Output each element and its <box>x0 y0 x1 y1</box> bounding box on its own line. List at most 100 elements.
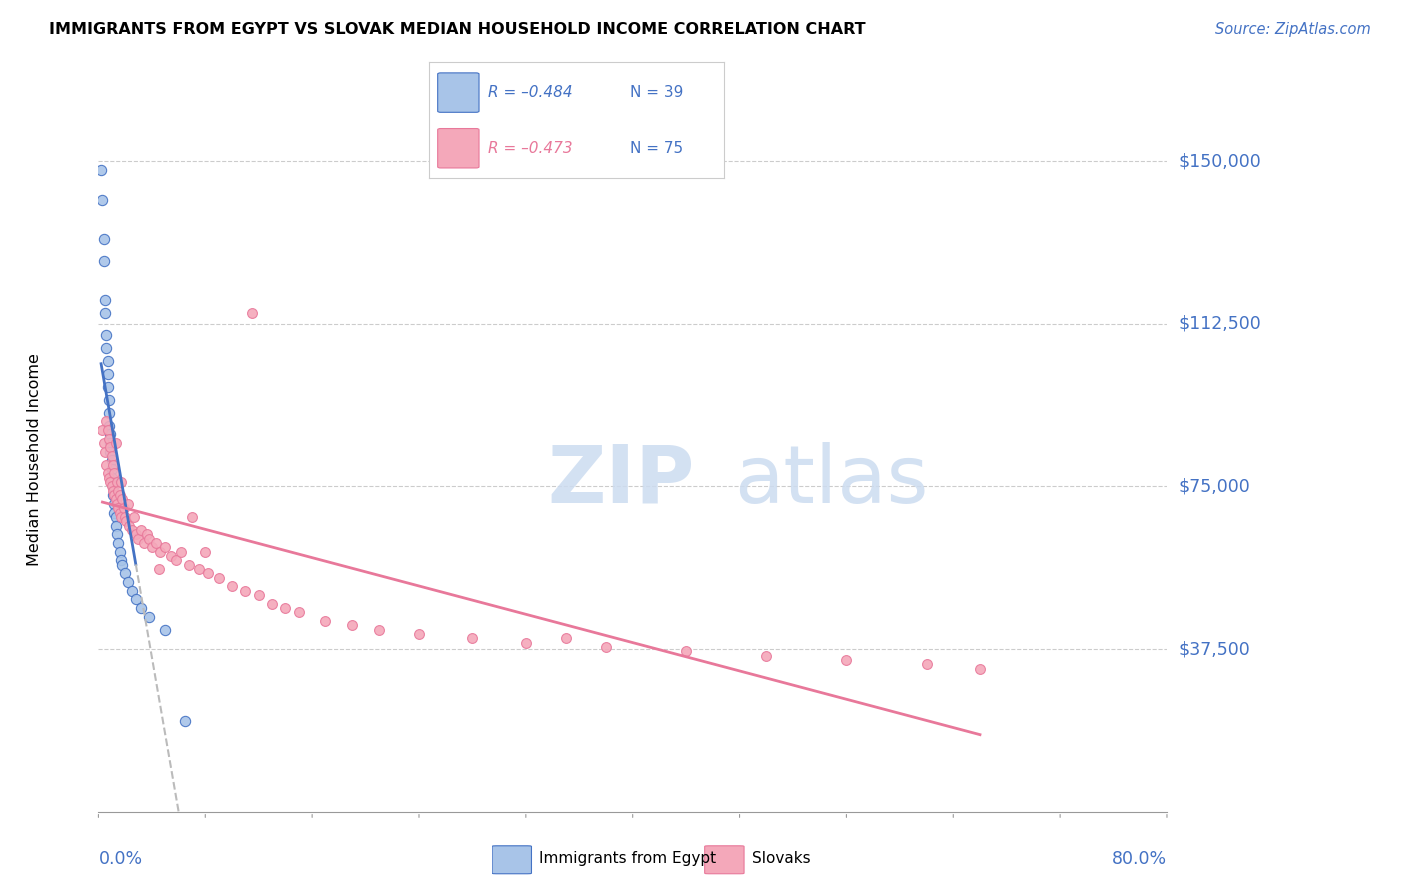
Point <box>100 427 122 442</box>
Point <box>141 540 163 554</box>
Text: N = 39: N = 39 <box>630 85 683 100</box>
Text: R = –0.484: R = –0.484 <box>488 85 572 100</box>
Point <box>115 514 138 528</box>
Point <box>105 527 128 541</box>
FancyBboxPatch shape <box>704 846 744 874</box>
Point <box>101 449 124 463</box>
Point <box>111 492 134 507</box>
Point <box>194 544 217 558</box>
Point <box>97 423 120 437</box>
Text: 0.0%: 0.0% <box>98 850 142 869</box>
Point <box>114 566 136 581</box>
Point <box>110 475 132 490</box>
Point <box>247 588 270 602</box>
Point <box>138 609 160 624</box>
FancyBboxPatch shape <box>437 73 479 112</box>
Point <box>675 644 697 658</box>
Point <box>108 506 131 520</box>
Point <box>595 640 617 654</box>
Point <box>91 194 114 208</box>
Point <box>180 509 204 524</box>
Text: IMMIGRANTS FROM EGYPT VS SLOVAK MEDIAN HOUSEHOLD INCOME CORRELATION CHART: IMMIGRANTS FROM EGYPT VS SLOVAK MEDIAN H… <box>49 22 866 37</box>
Point <box>408 627 430 641</box>
Point <box>94 293 117 307</box>
Point <box>104 492 127 507</box>
FancyBboxPatch shape <box>492 846 531 874</box>
FancyBboxPatch shape <box>437 128 479 168</box>
Text: $150,000: $150,000 <box>1178 153 1261 170</box>
Point <box>91 423 114 437</box>
Point <box>128 532 150 546</box>
Text: ZIP: ZIP <box>547 442 695 519</box>
Point <box>132 536 155 550</box>
Text: 80.0%: 80.0% <box>1112 850 1167 869</box>
Point <box>112 501 135 516</box>
Point <box>315 614 337 628</box>
Point <box>101 479 124 493</box>
Point <box>90 162 112 177</box>
Point <box>93 254 115 268</box>
Point <box>129 601 152 615</box>
Point <box>755 648 778 663</box>
Point <box>103 467 125 481</box>
Text: N = 75: N = 75 <box>630 141 683 156</box>
Point <box>135 527 157 541</box>
Point <box>97 353 120 368</box>
Point <box>155 540 177 554</box>
Point <box>97 380 120 394</box>
Point <box>96 414 118 428</box>
Point <box>94 306 117 320</box>
Point <box>138 532 160 546</box>
Point <box>96 458 118 472</box>
Point <box>155 623 177 637</box>
Point <box>117 497 139 511</box>
Text: $112,500: $112,500 <box>1178 315 1261 333</box>
Point <box>107 536 129 550</box>
Point <box>97 467 120 481</box>
Point <box>124 509 146 524</box>
Point <box>145 536 167 550</box>
Point <box>104 436 127 450</box>
Point <box>107 483 129 498</box>
Point <box>108 544 131 558</box>
Text: $37,500: $37,500 <box>1178 640 1250 658</box>
Point <box>103 497 125 511</box>
Point <box>159 549 181 563</box>
Text: atlas: atlas <box>734 442 928 519</box>
Point <box>114 509 136 524</box>
Point <box>104 518 127 533</box>
Point <box>101 453 124 467</box>
Point <box>100 444 122 458</box>
Point <box>125 527 148 541</box>
Point <box>107 501 129 516</box>
Point <box>98 471 121 485</box>
Point <box>969 662 991 676</box>
Point <box>179 558 201 572</box>
Point <box>105 475 128 490</box>
Point <box>121 523 143 537</box>
Point <box>121 583 143 598</box>
Point <box>97 367 120 381</box>
Point <box>129 523 152 537</box>
Point <box>240 306 263 320</box>
Text: $75,000: $75,000 <box>1178 477 1250 495</box>
Point <box>148 562 170 576</box>
Point <box>118 518 141 533</box>
Point <box>100 475 122 490</box>
Point <box>274 601 297 615</box>
Point <box>96 341 118 355</box>
Point <box>287 605 309 619</box>
Point <box>101 488 124 502</box>
Point <box>93 436 115 450</box>
Point <box>111 558 134 572</box>
Point <box>835 653 858 667</box>
Text: Source: ZipAtlas.com: Source: ZipAtlas.com <box>1215 22 1371 37</box>
Point <box>103 488 125 502</box>
Point <box>108 488 131 502</box>
Point <box>110 553 132 567</box>
Point <box>915 657 938 672</box>
Point <box>101 471 124 485</box>
Point <box>208 570 231 584</box>
Point <box>104 509 127 524</box>
Point <box>149 544 172 558</box>
